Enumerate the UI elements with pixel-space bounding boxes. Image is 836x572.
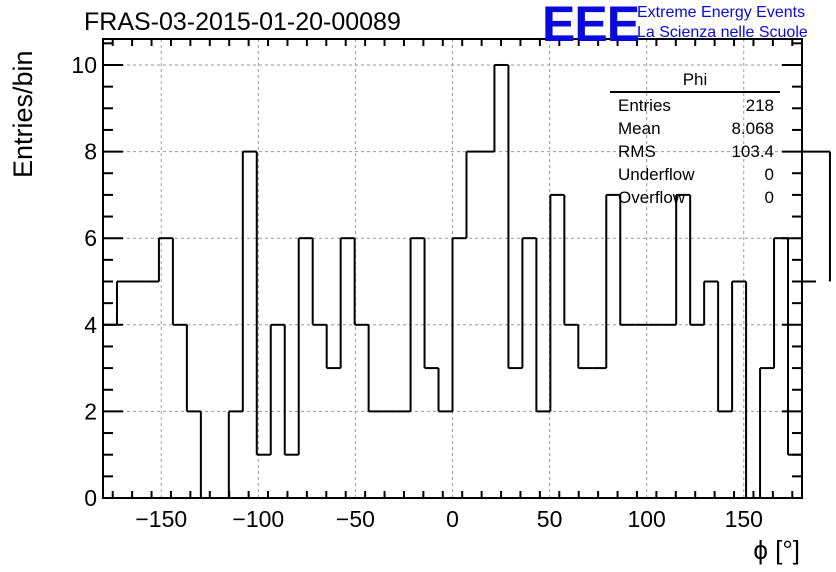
stats-value: 0	[764, 188, 774, 207]
x-tick-label: −150	[135, 506, 187, 532]
eee-logo: EEE	[542, 0, 640, 52]
y-tick-label: 6	[84, 225, 97, 251]
y-tick-label: 10	[71, 52, 97, 78]
stats-label: Mean	[618, 119, 661, 138]
tick-labels-layer: −150 −100 −50 0 50 100 150 0 2 4 6 8 10	[71, 52, 763, 532]
stats-histogram-name: Phi	[610, 70, 780, 93]
stats-row-entries: Entries 218	[610, 94, 780, 117]
x-tick-label: 0	[446, 506, 459, 532]
run-title: FRAS-03-2015-01-20-00089	[84, 8, 401, 36]
y-tick-label: 8	[84, 139, 97, 165]
stats-label: RMS	[618, 142, 656, 161]
stats-value: 8.068	[731, 119, 774, 138]
stats-label: Entries	[618, 96, 671, 115]
y-tick-label: 4	[84, 312, 97, 338]
y-axis-label: Entries/bin	[8, 50, 38, 178]
stats-value: 0	[764, 165, 774, 184]
stats-row-underflow: Underflow 0	[610, 163, 780, 186]
plot-frame	[102, 38, 803, 499]
stats-value: 218	[745, 96, 774, 115]
x-tick-label: 150	[725, 506, 763, 532]
org-name-line2: La Scienza nelle Scuole	[637, 24, 808, 41]
x-tick-label: 100	[627, 506, 665, 532]
x-tick-label: −50	[336, 506, 375, 532]
org-name-line1: Extreme Energy Events	[637, 4, 806, 21]
stats-row-overflow: Overflow 0	[610, 186, 780, 209]
stats-label: Underflow	[618, 165, 695, 184]
stats-box: Phi Entries 218 Mean 8.068 RMS 103.4 Und…	[610, 70, 780, 209]
stats-label: Overflow	[618, 188, 686, 207]
stats-row-mean: Mean 8.068	[610, 117, 780, 140]
ticks-layer	[103, 39, 802, 499]
y-tick-label: 0	[84, 485, 97, 511]
x-tick-label: 50	[537, 506, 563, 532]
x-axis-label: ϕ [°]	[753, 535, 800, 565]
x-tick-label: −100	[232, 506, 284, 532]
histogram-layer	[103, 63, 831, 499]
stats-value: 103.4	[731, 142, 774, 161]
y-tick-label: 2	[84, 398, 97, 424]
stats-row-rms: RMS 103.4	[610, 140, 780, 163]
